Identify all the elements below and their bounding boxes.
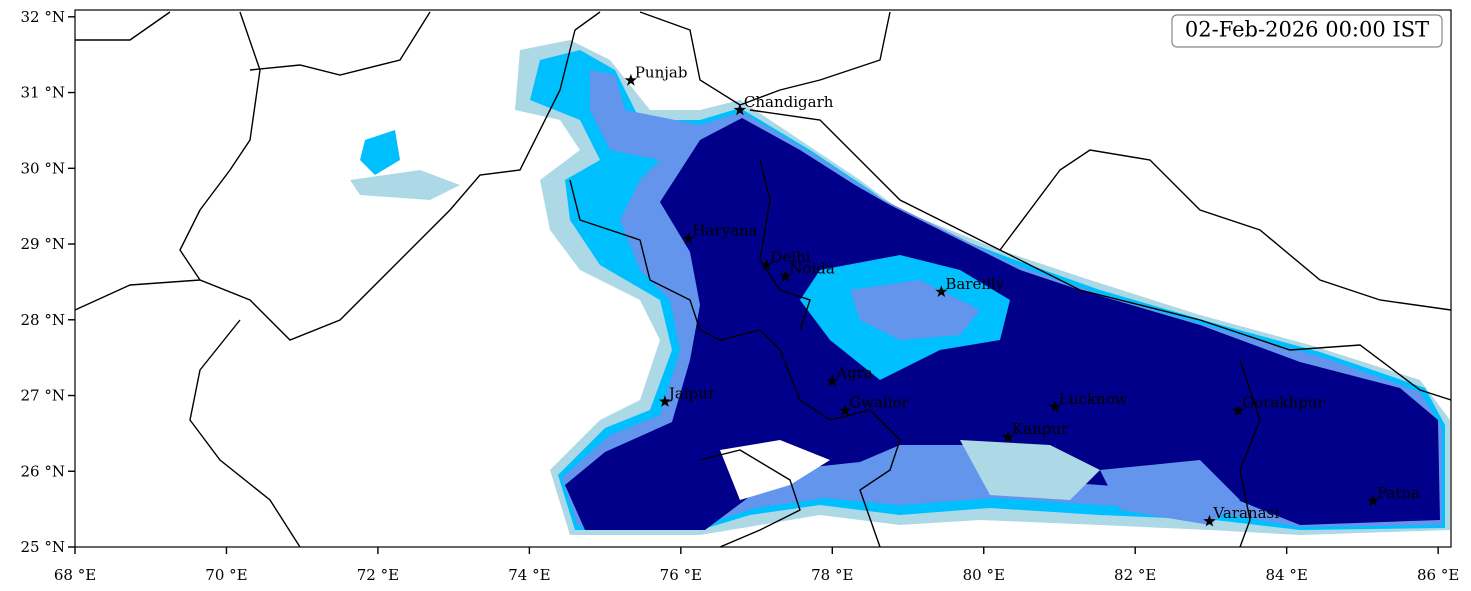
border [749, 109, 1451, 401]
x-tick-label: 82 °E [1114, 566, 1156, 584]
city-label: Gwalior [849, 394, 909, 412]
city-marker [1232, 404, 1245, 416]
x-tick-label: 74 °E [508, 566, 550, 584]
city-marker [624, 73, 637, 86]
precipitation [350, 40, 1450, 535]
timestamp: 02-Feb-2026 00:00 IST [1185, 18, 1429, 42]
y-tick-label: 30 °N [21, 159, 65, 177]
city-marker [935, 285, 948, 297]
city-marker [658, 395, 672, 407]
border [179, 11, 261, 281]
city-label: Lucknow [1059, 390, 1128, 408]
city-label: Noida [789, 260, 835, 278]
y-tick-label: 28 °N [21, 311, 65, 329]
rain-gap [850, 280, 980, 340]
city-label: Patna [1377, 484, 1420, 502]
y-tick-label: 29 °N [21, 235, 65, 253]
y-tick-label: 27 °N [21, 387, 65, 405]
x-tick-label: 78 °E [811, 566, 853, 584]
y-tick-label: 32 °N [21, 8, 65, 26]
border [189, 319, 301, 547]
city-marker [1001, 430, 1015, 443]
boundaries [75, 11, 1451, 547]
city-marker [779, 270, 792, 282]
rain-gap [1100, 460, 1240, 525]
border [699, 359, 1261, 547]
rain-gap [960, 440, 1100, 500]
city-marker [839, 404, 852, 416]
border [569, 179, 901, 547]
x-tick-label: 84 °E [1266, 566, 1308, 584]
border [75, 11, 431, 76]
city-marker [1203, 514, 1216, 527]
x-tick-label: 80 °E [963, 566, 1005, 584]
city-label: Agra [835, 364, 873, 382]
city-label: Varanasi [1212, 504, 1279, 522]
city-label: Punjab [635, 63, 688, 81]
map-frame [74, 9, 1452, 548]
city-label: Jaipur [667, 385, 716, 403]
city-label: Haryana [692, 222, 757, 240]
city-label: Delhi [770, 248, 810, 266]
city-label: Kanpur [1012, 420, 1069, 438]
city-label: Bareilly [945, 275, 1004, 293]
rain-cyan [360, 130, 400, 175]
y-tick-label: 25 °N [21, 538, 65, 556]
y-tick-label: 31 °N [21, 84, 65, 102]
x-tick-label: 72 °E [357, 566, 399, 584]
rain-light [350, 170, 460, 200]
y-tick-label: 26 °N [21, 462, 65, 480]
border [639, 11, 891, 106]
border [999, 149, 1451, 311]
x-tick-label: 86 °E [1417, 566, 1459, 584]
x-tick-label: 70 °E [205, 566, 247, 584]
timestamp-box [1171, 14, 1443, 48]
city-label: Chandigarh [744, 93, 834, 111]
x-tick-label: 76 °E [660, 566, 702, 584]
x-tick-label: 68 °E [54, 566, 96, 584]
city-marker [1366, 494, 1380, 507]
city-marker [1048, 400, 1062, 413]
city-label: Gorakhpur [1242, 394, 1325, 412]
border [759, 159, 811, 331]
city-marker [826, 374, 839, 387]
city-marker [682, 232, 695, 244]
city-marker [733, 103, 747, 116]
city-marker [760, 258, 773, 271]
